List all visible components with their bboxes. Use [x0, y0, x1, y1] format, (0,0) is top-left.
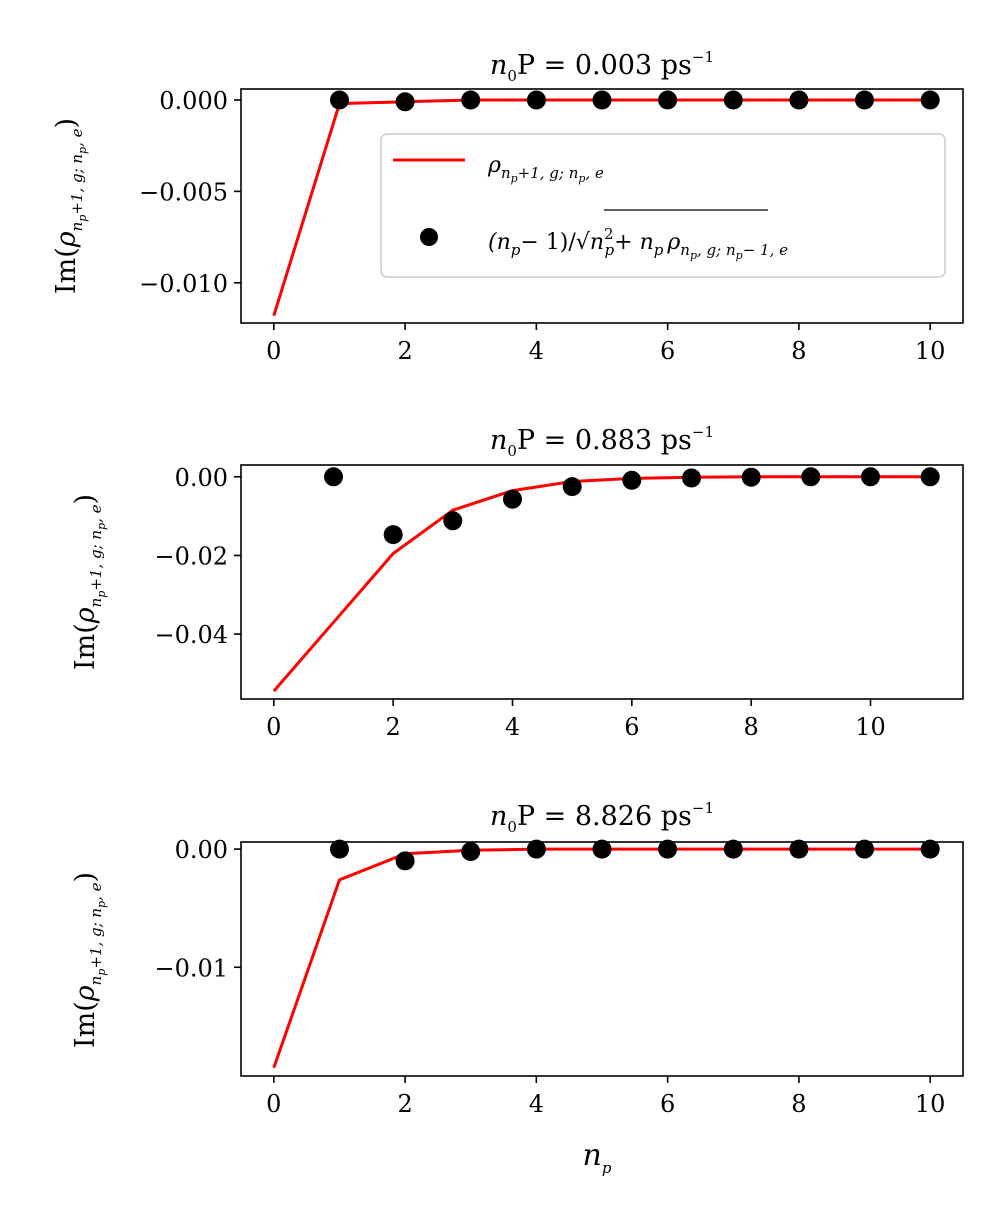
scatter-point: [855, 90, 874, 110]
y-tick-label: −0.005: [139, 178, 228, 206]
x-tick-label: 10: [915, 337, 946, 365]
axes-frame: [240, 841, 964, 1077]
scatter-point: [658, 90, 678, 110]
x-tick-label: 6: [624, 713, 639, 741]
legend-marker-swatch: [420, 228, 438, 246]
subplot-3-title: n0P = 8.826 ps−1: [490, 799, 714, 836]
y-tick-label: −0.04: [154, 621, 228, 649]
subplot-1-title: n0P = 0.003 ps−1: [490, 48, 714, 85]
subplot-1-y-axis-label: Im(ρnp+1, g; np, e): [51, 118, 89, 294]
series-line: [272, 847, 931, 1069]
subplot-3-plot-area: 0 2 4 6 8 10 0.00 −0.01: [154, 836, 964, 1118]
scatter-point: [592, 90, 612, 110]
y-tick-label: −0.01: [154, 954, 228, 982]
scatter-point: [789, 839, 809, 859]
x-tick-label: 8: [744, 713, 759, 741]
x-tick-label: 0: [266, 1090, 281, 1118]
y-tick-label: −0.02: [154, 542, 228, 570]
x-tick-label: 6: [660, 337, 675, 365]
scatter-point: [855, 839, 874, 859]
legend-line-label: ρnp+1, g; np, e: [487, 153, 604, 185]
subplot-2-y-axis-label: Im(ρnp+1, g; np, e): [70, 494, 108, 670]
y-tick-label: 0.00: [175, 464, 228, 492]
svg-text:Im(ρnp+1, g; np, e): Im(ρnp+1, g; np, e): [51, 118, 89, 294]
y-tick-label: 0.00: [175, 836, 228, 864]
subplot-3: n0P = 8.826 ps−1 Im(ρnp+1, g; np, e) 0 2 4…: [70, 799, 964, 1118]
scatter-point: [920, 90, 940, 110]
scatter-point: [526, 90, 546, 110]
scatter-point: [324, 467, 343, 487]
x-tick-label: 8: [791, 337, 806, 365]
y-tick-label: −0.010: [139, 270, 228, 298]
scatter-point: [801, 467, 821, 487]
legend-frame: [380, 133, 946, 278]
scatter-point: [741, 467, 761, 487]
y-tick-label: 0.000: [159, 87, 228, 115]
axes-frame: [240, 464, 964, 700]
scatter-point: [330, 90, 349, 110]
x-tick-label: 10: [915, 1090, 946, 1118]
legend: ρnp+1, g; np, e (np− 1)/√n2 p+ np ρnp, g; …: [380, 133, 946, 278]
scatter-point: [682, 468, 701, 488]
scatter-point: [443, 511, 463, 531]
svg-text:Im(ρnp+1, g; np, e): Im(ρnp+1, g; np, e): [70, 872, 108, 1048]
scatter-point: [395, 92, 415, 112]
scatter-point: [789, 90, 809, 110]
axes-frame: [240, 88, 964, 324]
scatter-point: [920, 467, 940, 487]
scatter-point: [503, 489, 522, 509]
scatter-point: [592, 839, 612, 859]
scatter-point: [562, 477, 582, 497]
x-tick-label: 0: [266, 337, 281, 365]
legend-marker-label: (np− 1)/√n2 p+ np ρnp, g; np− 1, e: [488, 225, 788, 262]
x-tick-label: 4: [505, 713, 520, 741]
x-tick-label: 10: [855, 713, 886, 741]
x-axis-label: np: [583, 1138, 612, 1177]
x-tick-label: 2: [397, 337, 412, 365]
x-tick-label: 8: [791, 1090, 806, 1118]
subplot-1-plot-area: 0 2 4 6 8 10 0.000 −0.005 −0.010: [139, 87, 964, 365]
scatter-point: [330, 839, 349, 859]
subplot-2-title: n0P = 0.883 ps−1: [490, 423, 714, 460]
scatter-point: [461, 90, 481, 110]
x-tick-label: 2: [386, 713, 401, 741]
subplot-2-plot-area: 0 2 4 6 8 10 0.00 −0.02 −0.04: [154, 464, 964, 741]
scatter-point: [526, 839, 546, 859]
scatter-point: [723, 839, 743, 859]
svg-text:Im(ρnp+1, g; np, e): Im(ρnp+1, g; np, e): [70, 494, 108, 670]
scatter-point: [461, 842, 481, 861]
subplot-2: n0P = 0.883 ps−1 Im(ρnp+1, g; np, e) 0 2 4…: [70, 423, 964, 741]
scatter-point: [658, 839, 678, 859]
scatter-point: [861, 467, 880, 487]
x-tick-label: 2: [397, 1090, 412, 1118]
scatter-point: [622, 470, 642, 490]
x-tick-label: 0: [266, 713, 281, 741]
scatter-point: [723, 90, 743, 110]
subplot-1: n0P = 0.003 ps−1 Im(ρnp+1, g; np, e) 0 2 4…: [51, 48, 964, 365]
subplot-3-y-axis-label: Im(ρnp+1, g; np, e): [70, 872, 108, 1048]
x-tick-label: 4: [529, 337, 544, 365]
scatter-point: [395, 851, 415, 871]
scatter-point: [383, 525, 403, 545]
scatter-point: [920, 839, 940, 859]
x-tick-label: 6: [660, 1090, 675, 1118]
x-tick-label: 4: [529, 1090, 544, 1118]
series-line: [272, 475, 931, 693]
